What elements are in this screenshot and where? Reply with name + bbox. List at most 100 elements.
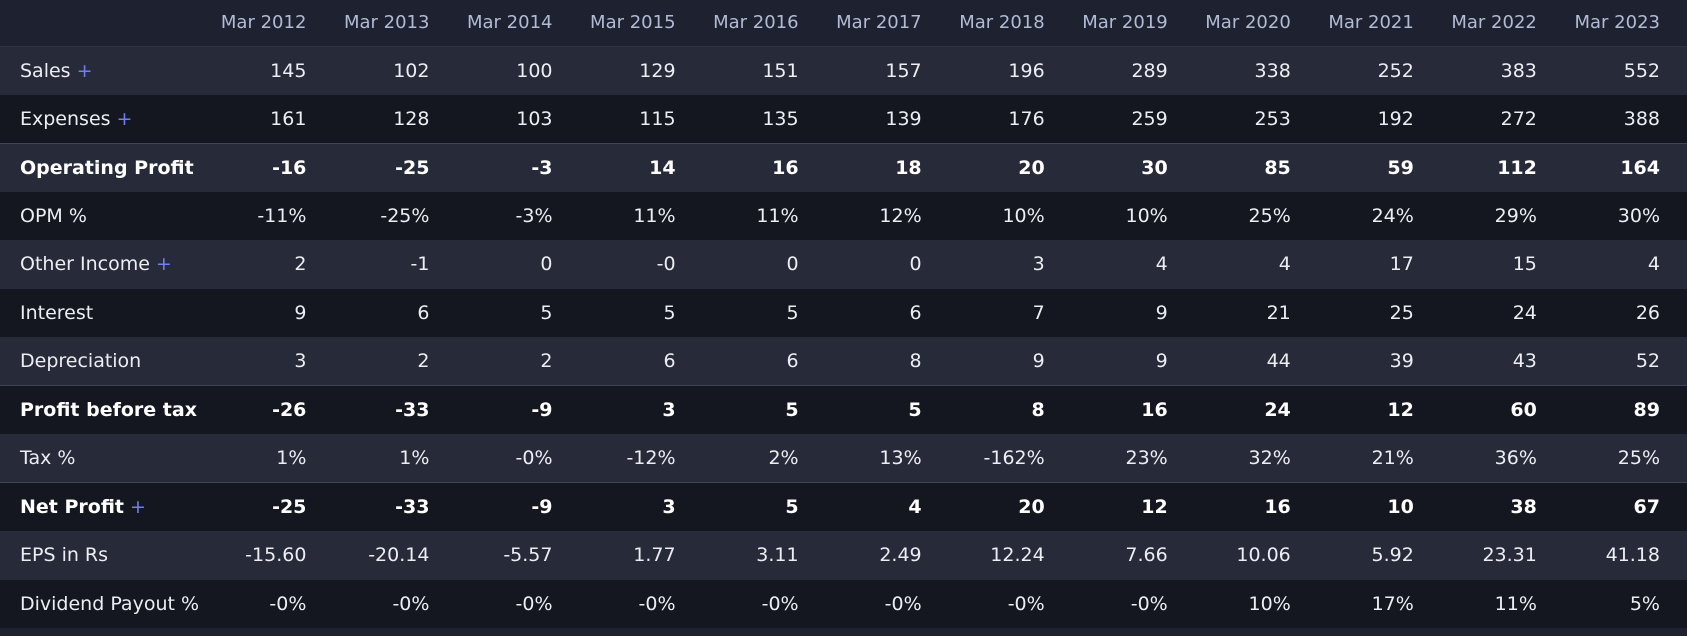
- table-cell: 25%: [1194, 191, 1318, 240]
- table-body: Sales +145 102 100 129 151 157 196 289 338 252 383 5…: [0, 46, 1687, 628]
- table-row-operating-profit: Operating Profit -16 -25 -3 14 16 18 20 30 85 59 11…: [0, 142, 1687, 192]
- table-cell: 16: [1071, 385, 1195, 434]
- table-cell: -15.60: [210, 531, 334, 580]
- table-cell: 12%: [825, 191, 949, 240]
- table-cell: 6: [579, 337, 703, 386]
- table-cell: 5: [702, 482, 826, 531]
- table-cell: 44: [1194, 337, 1318, 386]
- table-cell: 383: [1440, 46, 1564, 95]
- table-cell: 39: [1317, 337, 1441, 386]
- table-cell: 1.77: [579, 531, 703, 580]
- row-label-cell: Interest: [0, 288, 211, 337]
- table-cell: 157: [825, 46, 949, 95]
- row-label-cell: EPS in Rs: [0, 531, 211, 580]
- table-cell: 67: [1563, 482, 1687, 531]
- table-cell: 4: [1071, 240, 1195, 289]
- row-label-cell[interactable]: Sales +: [0, 46, 211, 95]
- table-cell: 41.18: [1563, 531, 1687, 580]
- table-cell: 20: [948, 142, 1072, 192]
- table-cell: -11%: [210, 191, 334, 240]
- table-cell: 129: [579, 46, 703, 95]
- row-label-cell: Depreciation: [0, 337, 211, 386]
- row-label: Tax %: [20, 447, 76, 469]
- table-row-other-income: Other Income +2 -1 0 -0 0 0 3 4 4 17 15 4: [0, 240, 1687, 289]
- table-cell: 176: [948, 94, 1072, 143]
- table-cell: 26: [1563, 288, 1687, 337]
- table-cell: 135: [702, 94, 826, 143]
- table-cell: 52: [1563, 337, 1687, 386]
- year-header: Mar 2021: [1317, 0, 1441, 47]
- table-cell: 18: [825, 142, 949, 192]
- table-cell: 5: [456, 288, 580, 337]
- table-cell: 3: [579, 385, 703, 434]
- table-cell: 9: [210, 288, 334, 337]
- table-cell: 21: [1194, 288, 1318, 337]
- row-label-cell[interactable]: Net Profit +: [0, 482, 211, 531]
- table-cell: 11%: [1440, 579, 1564, 628]
- row-label: Other Income: [20, 253, 150, 276]
- table-cell: 103: [456, 94, 580, 143]
- table-cell: 23.31: [1440, 531, 1564, 580]
- table-row-eps: EPS in Rs -15.60 -20.14 -5.57 1.77 3.11 2.49 12…: [0, 531, 1687, 580]
- year-header: Mar 2013: [333, 0, 457, 47]
- table-cell: 3: [579, 482, 703, 531]
- table-cell: -3%: [456, 191, 580, 240]
- expand-plus-icon[interactable]: +: [130, 496, 146, 518]
- table-cell: 0: [456, 240, 580, 289]
- table-cell: -25: [210, 482, 334, 531]
- row-label-cell[interactable]: Expenses +: [0, 94, 211, 143]
- table-cell: -25%: [333, 191, 457, 240]
- row-label: Profit before tax: [20, 399, 197, 421]
- table-cell: -5.57: [456, 531, 580, 580]
- row-label-cell[interactable]: Other Income +: [0, 240, 211, 289]
- table-cell: 59: [1317, 142, 1441, 192]
- row-label: Depreciation: [20, 350, 142, 372]
- row-label: Expenses: [20, 107, 111, 130]
- row-label: Operating Profit: [20, 156, 194, 179]
- table-cell: 24: [1194, 385, 1318, 434]
- expand-plus-icon[interactable]: +: [155, 253, 172, 276]
- year-header: Mar 2015: [579, 0, 703, 47]
- table-cell: 32%: [1194, 434, 1318, 483]
- table-cell: 2: [333, 337, 457, 386]
- row-label-cell: Tax %: [0, 434, 211, 483]
- table-cell: 8: [948, 385, 1072, 434]
- table-cell: 252: [1317, 46, 1441, 95]
- table-cell: 9: [1071, 288, 1195, 337]
- table-cell: -16: [210, 142, 334, 192]
- table-cell: 10%: [1194, 579, 1318, 628]
- table-cell: 0: [702, 240, 826, 289]
- table-cell: 16: [702, 142, 826, 192]
- table-cell: 2.49: [825, 531, 949, 580]
- table-cell: 2: [210, 240, 334, 289]
- table-cell: 38: [1440, 482, 1564, 531]
- table-cell: 164: [1563, 142, 1687, 192]
- table-cell: 25%: [1563, 434, 1687, 483]
- table-cell: 5.92: [1317, 531, 1441, 580]
- expand-plus-icon[interactable]: +: [116, 107, 133, 130]
- table-cell: 11%: [579, 191, 703, 240]
- table-cell: 2%: [702, 434, 826, 483]
- table-header-row: Mar 2012 Mar 2013 Mar 2014 Mar 2015 Mar 2016…: [0, 0, 1687, 47]
- table-cell: 112: [1440, 142, 1564, 192]
- table-cell: -33: [333, 385, 457, 434]
- table-cell: -3: [456, 142, 580, 192]
- table-cell: -0%: [1071, 579, 1195, 628]
- table-cell: 0: [825, 240, 949, 289]
- table-cell: -0%: [702, 579, 826, 628]
- table-cell: 17%: [1317, 579, 1441, 628]
- table-cell: 10.06: [1194, 531, 1318, 580]
- table-cell: -0%: [210, 579, 334, 628]
- year-header: Mar 2014: [456, 0, 580, 47]
- year-header: Mar 2012: [210, 0, 334, 47]
- year-header: Mar 2022: [1440, 0, 1564, 47]
- table-cell: 102: [333, 46, 457, 95]
- table-cell: 14: [579, 142, 703, 192]
- table-cell: 3.11: [702, 531, 826, 580]
- table-row-tax: Tax % 1% 1% -0% -12% 2% 13% -162% 23% 32% 21% 36% 25…: [0, 434, 1687, 483]
- table-cell: 338: [1194, 46, 1318, 95]
- expand-plus-icon[interactable]: +: [76, 59, 93, 82]
- table-cell: -0%: [948, 579, 1072, 628]
- row-label: Interest: [20, 301, 94, 324]
